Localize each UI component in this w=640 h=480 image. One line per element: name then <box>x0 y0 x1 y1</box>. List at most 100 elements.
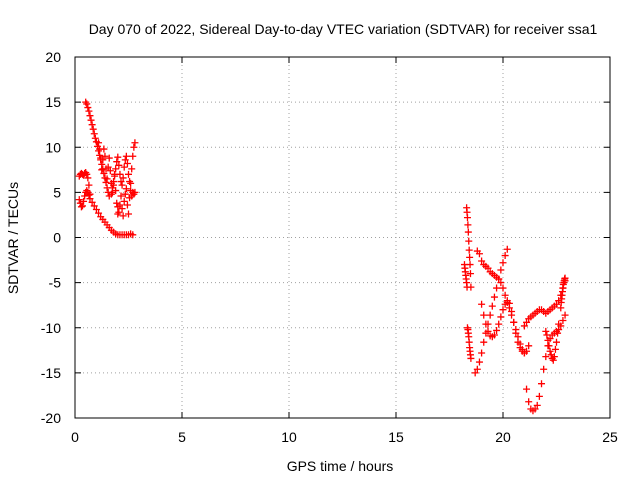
y-tick-label: -10 <box>41 320 61 336</box>
data-point <box>104 163 112 171</box>
data-point <box>544 336 552 344</box>
y-tick-label: 0 <box>53 230 61 246</box>
data-point <box>493 326 501 334</box>
data-point <box>467 354 475 362</box>
data-point <box>103 175 111 183</box>
y-tick-label: 20 <box>45 49 61 65</box>
data-point <box>90 202 98 210</box>
data-point <box>499 259 507 267</box>
data-point <box>465 246 473 254</box>
data-point <box>466 270 474 278</box>
y-axis-label: SDTVAR / TECUs <box>5 182 21 294</box>
data-point <box>550 353 558 361</box>
data-point <box>554 329 562 337</box>
data-point <box>478 257 486 265</box>
data-point <box>463 283 471 291</box>
y-tick-label: 5 <box>53 184 61 200</box>
data-point <box>520 349 528 357</box>
data-point <box>478 300 486 308</box>
data-point <box>88 198 96 206</box>
data-point <box>543 331 551 339</box>
data-point <box>101 152 109 160</box>
data-point <box>105 154 113 162</box>
data-point <box>85 107 93 115</box>
data-point <box>112 165 120 173</box>
data-point <box>86 112 94 120</box>
data-point <box>78 202 86 210</box>
x-tick-label: 5 <box>178 429 186 445</box>
data-points <box>75 98 569 415</box>
data-point <box>86 190 94 198</box>
y-tick-label: -5 <box>49 275 62 291</box>
data-point <box>516 344 524 352</box>
data-point <box>505 299 513 307</box>
data-point <box>535 392 543 400</box>
data-point <box>122 185 130 193</box>
x-tick-label: 10 <box>281 429 297 445</box>
data-point <box>512 329 520 337</box>
data-point <box>107 190 115 198</box>
data-point <box>119 174 127 182</box>
data-point <box>555 320 563 328</box>
data-point <box>549 356 557 364</box>
data-point <box>118 205 126 213</box>
data-point <box>497 313 505 321</box>
data-point <box>84 174 92 182</box>
data-point <box>85 191 93 199</box>
y-tick-label: -20 <box>41 410 61 426</box>
data-point <box>480 311 488 319</box>
data-point <box>87 116 95 124</box>
data-point <box>533 401 541 409</box>
data-point <box>100 145 108 153</box>
data-point <box>553 338 560 346</box>
data-point <box>108 184 116 192</box>
data-point <box>553 300 560 308</box>
data-point <box>118 181 126 189</box>
data-point <box>497 279 505 287</box>
data-point <box>80 197 88 205</box>
data-point <box>83 170 91 178</box>
y-tick-label: 10 <box>45 139 61 155</box>
data-point <box>119 212 127 220</box>
chart-title: Day 070 of 2022, Sidereal Day-to-day VTE… <box>89 21 598 37</box>
data-point <box>130 143 138 151</box>
data-point <box>475 358 483 366</box>
data-point <box>127 179 135 187</box>
data-point <box>122 152 130 160</box>
data-point <box>89 125 97 133</box>
data-point <box>510 318 518 326</box>
data-point <box>501 300 509 308</box>
data-point <box>123 159 131 167</box>
data-point <box>475 250 483 258</box>
data-point <box>501 252 509 260</box>
data-point <box>540 365 548 373</box>
data-point <box>559 317 567 325</box>
x-tick-label: 20 <box>495 429 511 445</box>
data-point <box>551 345 559 353</box>
data-point <box>501 291 509 299</box>
y-tick-label: -15 <box>41 365 61 381</box>
data-point <box>114 153 122 161</box>
data-point <box>84 104 92 112</box>
data-point <box>490 331 498 339</box>
data-point <box>520 322 528 330</box>
data-point <box>77 203 85 211</box>
data-point <box>131 139 139 147</box>
data-point <box>131 188 139 196</box>
data-point <box>90 130 98 138</box>
x-tick-label: 25 <box>602 429 618 445</box>
data-point <box>480 338 488 346</box>
data-point <box>546 347 554 355</box>
data-point <box>484 327 492 335</box>
data-point <box>561 311 569 319</box>
data-point <box>116 201 124 209</box>
grid <box>75 57 610 418</box>
data-point <box>503 245 511 253</box>
data-point <box>531 405 539 413</box>
data-point <box>525 342 533 350</box>
data-point <box>523 318 531 326</box>
data-point <box>129 152 137 160</box>
data-point <box>121 190 129 198</box>
data-point <box>465 237 473 245</box>
